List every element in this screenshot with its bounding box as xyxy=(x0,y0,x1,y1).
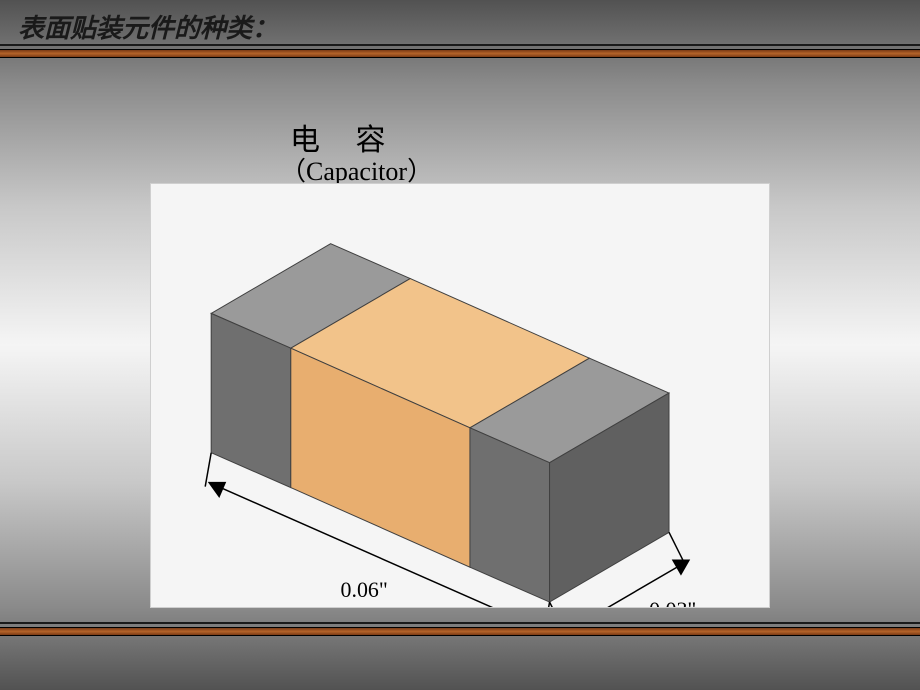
slide-title: 表面贴装元件的种类： xyxy=(18,8,278,45)
capacitor-diagram: 0.06" 0.03" xyxy=(150,183,770,608)
divider-bottom-thin xyxy=(0,622,920,624)
divider-top-thin xyxy=(0,44,920,46)
divider-top xyxy=(0,44,920,58)
dim-width-label: 0.03" xyxy=(649,597,696,607)
dim-length-label: 0.06" xyxy=(341,577,388,602)
capacitor-svg: 0.06" 0.03" xyxy=(151,184,769,607)
divider-bottom xyxy=(0,622,920,636)
divider-top-thick xyxy=(0,49,920,58)
divider-bottom-thick xyxy=(0,627,920,636)
